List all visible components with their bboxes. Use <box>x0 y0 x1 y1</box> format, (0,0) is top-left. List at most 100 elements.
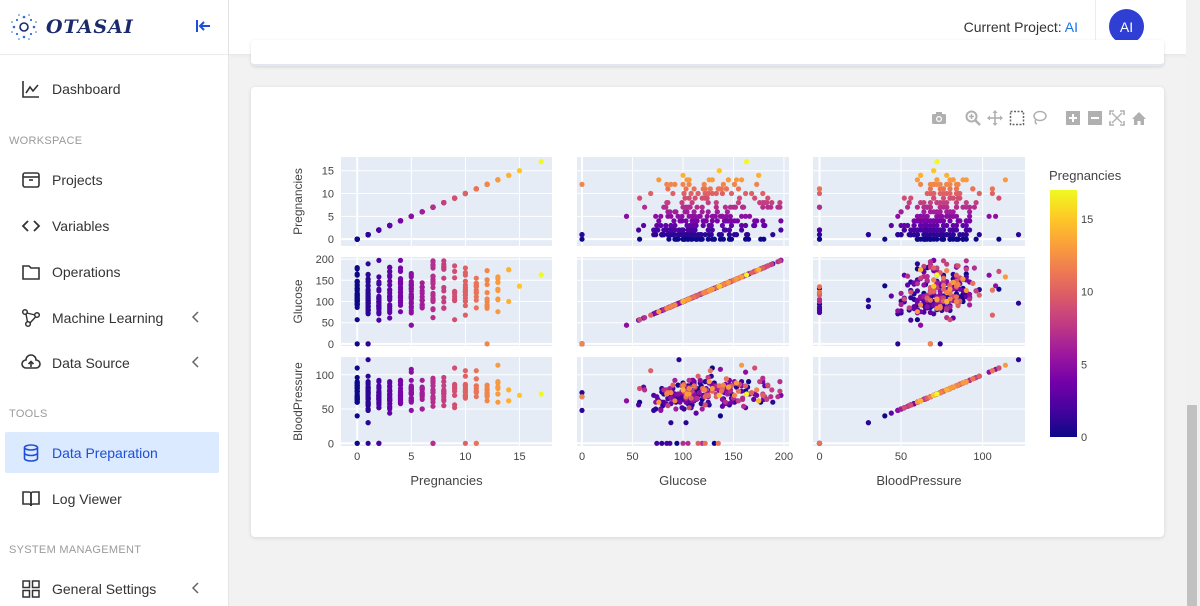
scatter-point[interactable] <box>918 222 924 229</box>
scatter-point[interactable] <box>816 440 823 446</box>
scatter-point[interactable] <box>702 186 708 192</box>
scatter-point[interactable] <box>675 213 681 219</box>
scatter-point[interactable] <box>947 177 953 183</box>
scatter-point[interactable] <box>473 294 479 300</box>
scatter-point[interactable] <box>905 273 911 279</box>
scatter-point[interactable] <box>934 209 940 215</box>
scatter-point[interactable] <box>963 218 969 224</box>
scatter-point[interactable] <box>682 204 688 210</box>
scatter-point[interactable] <box>441 383 447 389</box>
scatter-point[interactable] <box>441 388 447 394</box>
scatter-point[interactable] <box>719 222 726 229</box>
scatter-point[interactable] <box>922 236 929 242</box>
scatter-point[interactable] <box>430 383 436 389</box>
scatter-point[interactable] <box>765 204 771 210</box>
scatter-point[interactable] <box>944 204 950 210</box>
scatter-point[interactable] <box>648 312 654 318</box>
scatter-point[interactable] <box>430 399 436 405</box>
scatter-point[interactable] <box>735 388 742 394</box>
scatter-point[interactable] <box>665 213 671 219</box>
scatter-point[interactable] <box>672 181 678 187</box>
scatter-point[interactable] <box>637 195 643 201</box>
scatter-point[interactable] <box>754 387 760 393</box>
scatter-point[interactable] <box>673 406 679 412</box>
scatter-point[interactable] <box>769 261 775 267</box>
scatter-point[interactable] <box>695 292 701 298</box>
scatter-point[interactable] <box>365 387 371 393</box>
scatter-point[interactable] <box>365 440 371 446</box>
scatter-point[interactable] <box>680 387 686 393</box>
scatter-point[interactable] <box>908 289 914 295</box>
scatter-point[interactable] <box>538 159 544 165</box>
scatter-point[interactable] <box>691 232 697 238</box>
scatter-point[interactable] <box>679 227 685 233</box>
scatter-point[interactable] <box>397 218 404 224</box>
scatter-point[interactable] <box>914 261 921 267</box>
scatter-point[interactable] <box>722 218 729 224</box>
box-select-icon[interactable] <box>1008 109 1026 127</box>
scatter-point[interactable] <box>927 181 934 187</box>
scatter-point[interactable] <box>722 204 729 210</box>
scatter-point[interactable] <box>934 297 940 303</box>
scatter-point[interactable] <box>705 209 711 215</box>
scatter-point[interactable] <box>976 232 982 238</box>
scatter-point[interactable] <box>642 204 648 210</box>
scatter-point[interactable] <box>727 213 734 219</box>
scatter-point[interactable] <box>679 200 685 206</box>
scatter-point[interactable] <box>728 218 735 224</box>
scatter-point[interactable] <box>816 309 823 316</box>
scatter-point[interactable] <box>663 222 669 229</box>
scatter-point[interactable] <box>441 305 447 311</box>
scatter-point[interactable] <box>955 281 961 288</box>
scatter-point[interactable] <box>940 258 947 264</box>
scatter-point[interactable] <box>376 279 382 285</box>
scatter-point[interactable] <box>953 190 960 197</box>
scatter-point[interactable] <box>686 405 692 411</box>
scatter-point[interactable] <box>473 376 479 382</box>
scatter-point[interactable] <box>701 290 707 296</box>
scatter-point[interactable] <box>506 398 512 404</box>
scatter-point[interactable] <box>484 181 490 187</box>
scatter-point[interactable] <box>658 222 664 229</box>
scatter-point[interactable] <box>430 259 436 265</box>
scatter-point[interactable] <box>674 236 680 242</box>
scatter-point[interactable] <box>441 374 447 381</box>
scatter-point[interactable] <box>940 222 947 229</box>
scatter-point[interactable] <box>651 407 657 413</box>
scatter-point[interactable] <box>419 304 425 310</box>
scatter-point[interactable] <box>495 362 501 368</box>
sidebar-item-general-settings[interactable]: General Settings <box>5 568 219 606</box>
scatter-point[interactable] <box>661 204 667 210</box>
scatter-point[interactable] <box>944 232 950 238</box>
scatter-panel[interactable] <box>341 357 552 446</box>
scatter-point[interactable] <box>354 286 360 292</box>
scatter-point[interactable] <box>387 398 393 404</box>
scatter-point[interactable] <box>691 209 697 215</box>
scatter-point[interactable] <box>713 200 719 206</box>
scatter-point[interactable] <box>495 309 501 315</box>
scatter-point[interactable] <box>973 236 979 242</box>
scatter-point[interactable] <box>676 232 682 238</box>
scatter-point[interactable] <box>441 264 447 270</box>
scatter-point[interactable] <box>685 232 691 238</box>
scatter-point[interactable] <box>709 177 715 183</box>
scatter-point[interactable] <box>720 382 727 388</box>
scatter-point[interactable] <box>579 341 585 347</box>
scatter-point[interactable] <box>751 396 757 402</box>
scatter-point[interactable] <box>354 365 360 371</box>
scatter-point[interactable] <box>717 413 724 419</box>
scatter-point[interactable] <box>679 213 685 219</box>
scatter-point[interactable] <box>756 398 762 404</box>
scatter-point[interactable] <box>671 218 677 224</box>
scatter-point[interactable] <box>895 308 901 314</box>
scatter-point[interactable] <box>408 272 414 278</box>
scatter-point[interactable] <box>354 291 360 297</box>
scatter-point[interactable] <box>931 190 937 197</box>
scatter-point[interactable] <box>452 268 458 274</box>
scatter-point[interactable] <box>901 296 907 302</box>
scatter-point[interactable] <box>430 284 436 291</box>
scatter-point[interactable] <box>940 286 947 292</box>
scatter-point[interactable] <box>408 369 414 375</box>
scatter-point[interactable] <box>718 232 725 238</box>
scatter-point[interactable] <box>905 282 911 288</box>
